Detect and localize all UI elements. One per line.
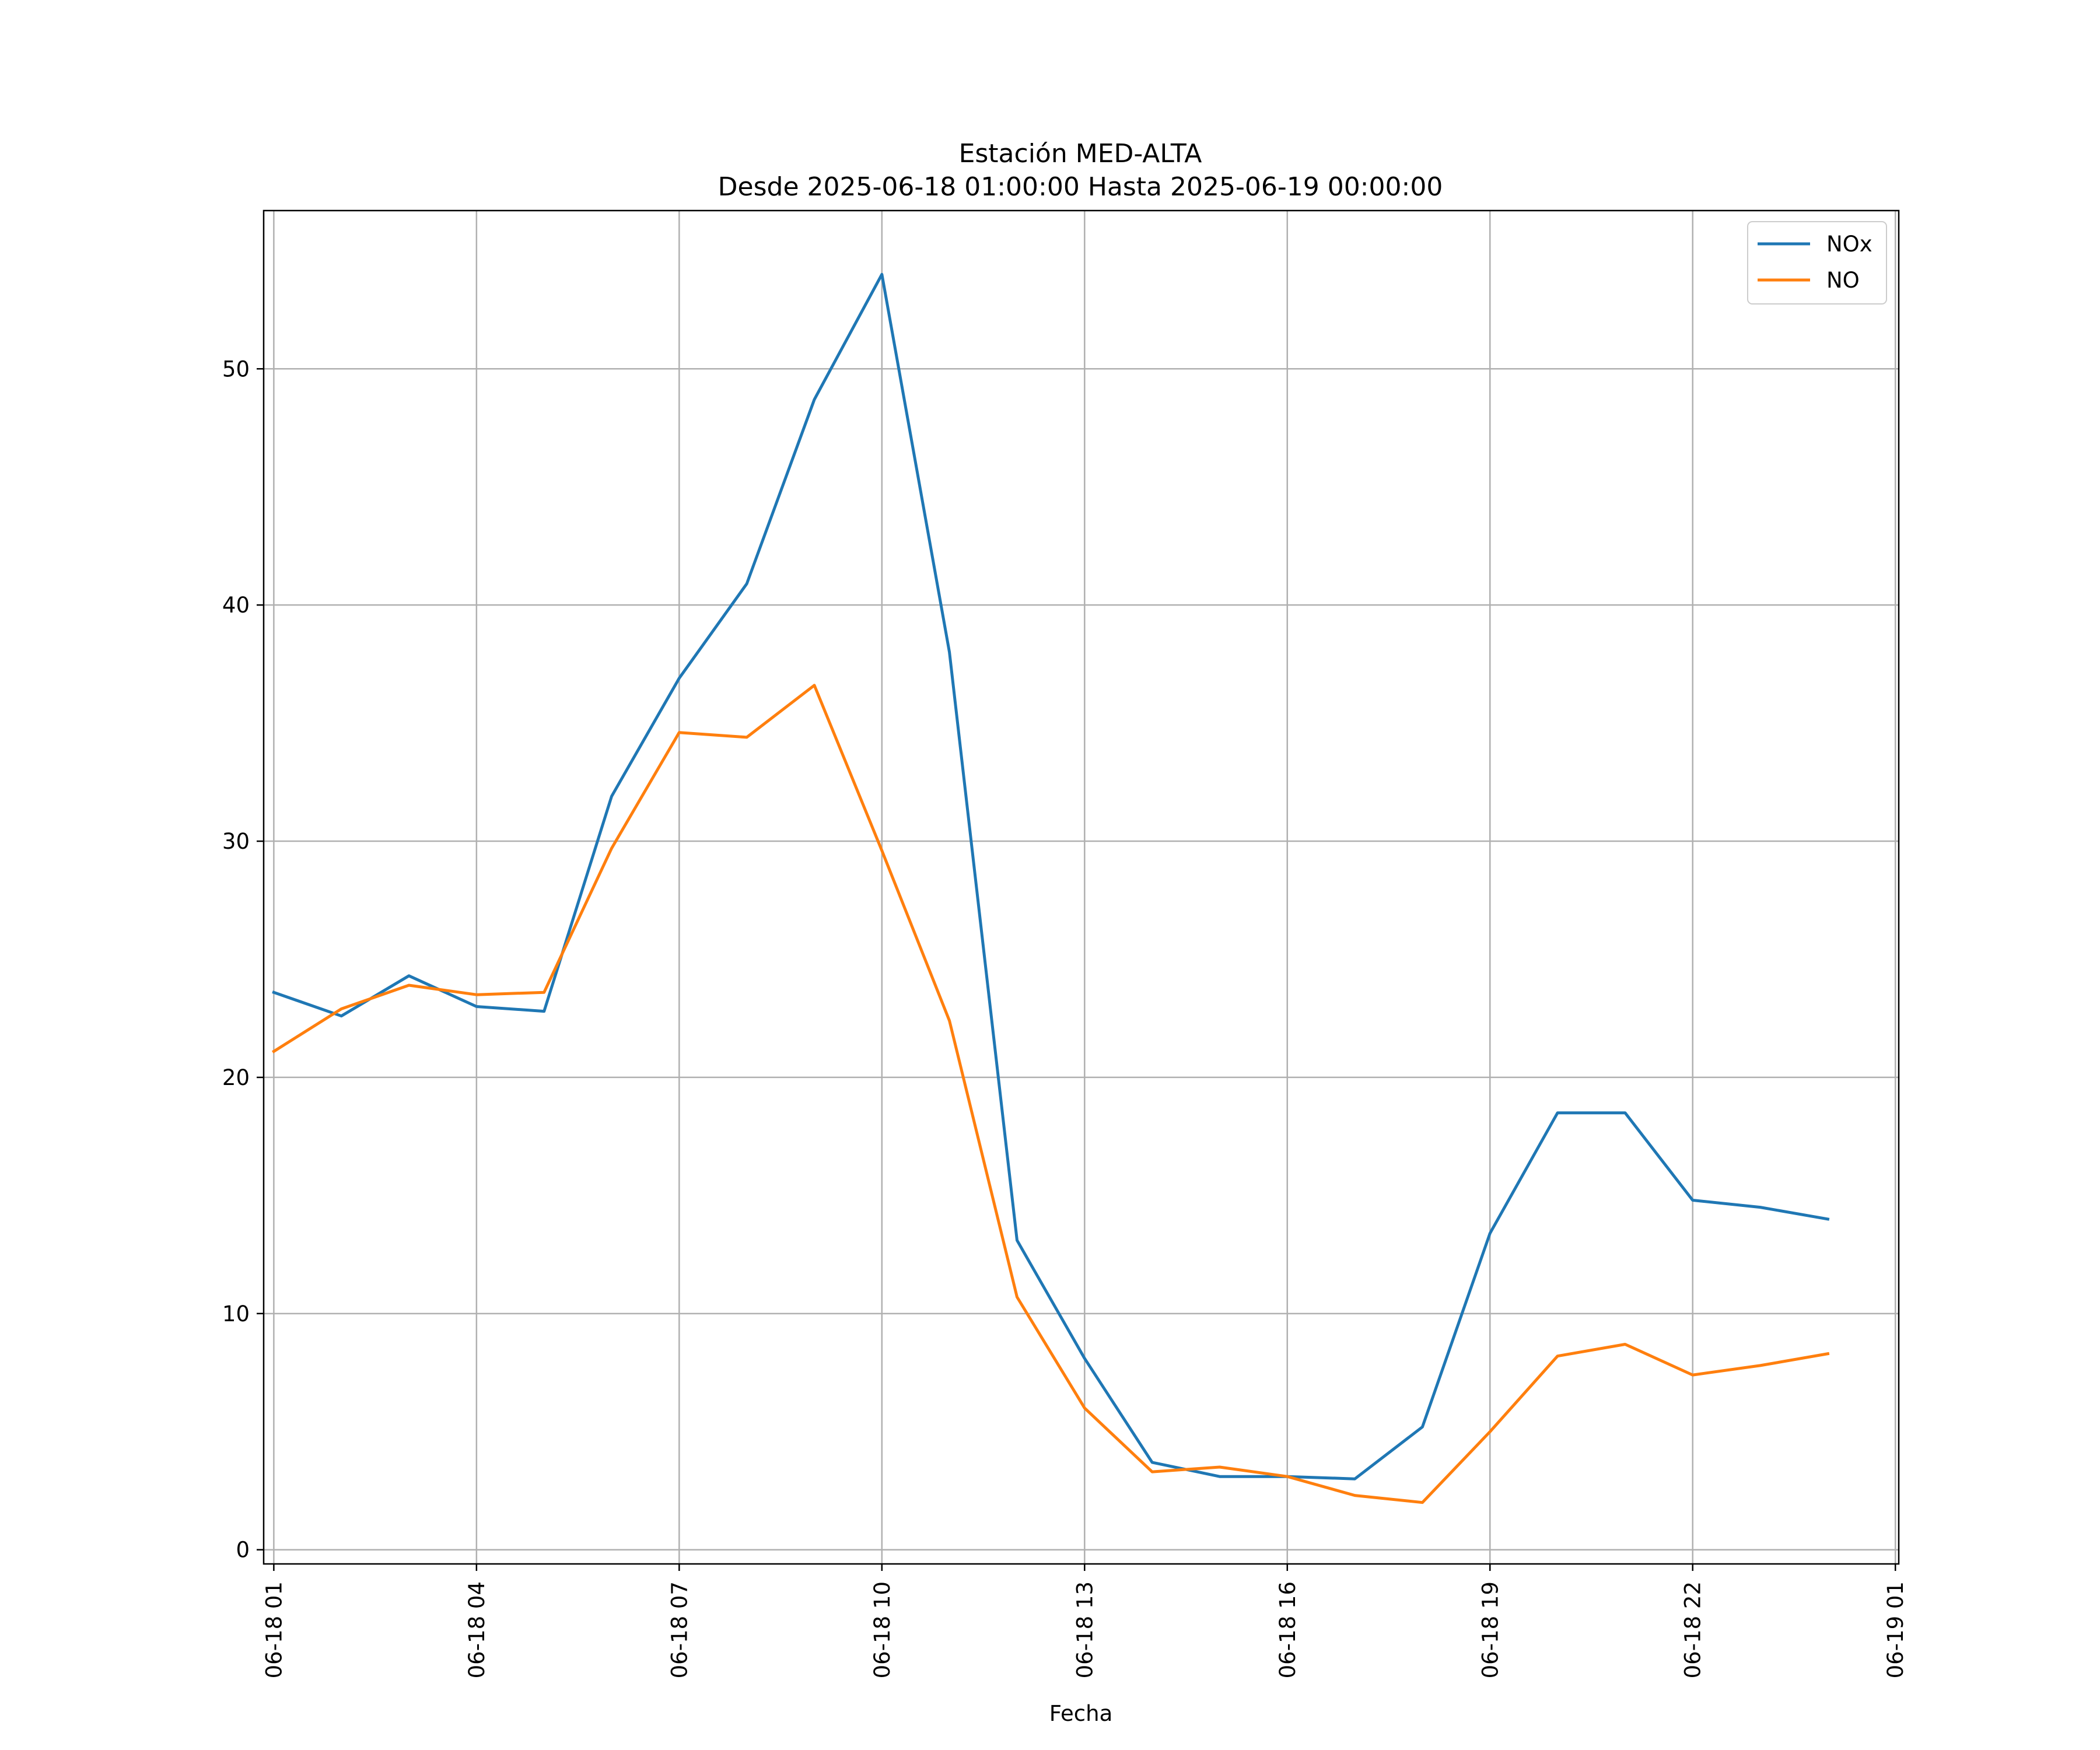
x-tick-label: 06-18 22	[1681, 1581, 1706, 1678]
legend-label-no: NO	[1826, 268, 1860, 293]
x-tick-label: 06-19 01	[1883, 1581, 1908, 1678]
plot-frame	[262, 209, 1900, 1565]
y-tick-label: 10	[222, 1301, 250, 1326]
x-tick-label: 06-18 19	[1478, 1581, 1503, 1678]
x-tick-label: 06-18 10	[870, 1581, 895, 1678]
y-tick-label: 30	[222, 829, 250, 854]
x-tick-label: 06-18 13	[1072, 1581, 1097, 1678]
chart-title: Estación MED-ALTA	[959, 139, 1202, 169]
x-tick-label: 06-18 04	[464, 1581, 489, 1678]
x-tick-label: 06-18 16	[1275, 1581, 1300, 1678]
y-axis: 0 10 20 30 40 50	[222, 356, 264, 1563]
series-lines	[271, 272, 1830, 1504]
legend-label-nox: NOx	[1826, 232, 1873, 257]
y-tick-label: 20	[222, 1065, 250, 1090]
x-tick-label: 06-18 01	[261, 1581, 286, 1678]
series-line-no	[271, 684, 1830, 1504]
series-line-nox	[272, 272, 1830, 1480]
chart-subtitle: Desde 2025-06-18 01:00:00 Hasta 2025-06-…	[718, 172, 1443, 202]
x-tick-label: 06-18 07	[667, 1581, 692, 1678]
x-axis: 06-18 01 06-18 04 06-18 07 06-18 10 06-18 13…	[261, 1564, 1908, 1678]
grid	[264, 211, 1899, 1564]
legend-box	[1747, 221, 1887, 304]
legend: NOx NO	[1747, 221, 1887, 304]
x-axis-label: Fecha	[1049, 1701, 1113, 1726]
y-tick-label: 40	[222, 593, 250, 618]
y-tick-label: 0	[236, 1538, 250, 1563]
y-tick-label: 50	[222, 356, 250, 382]
